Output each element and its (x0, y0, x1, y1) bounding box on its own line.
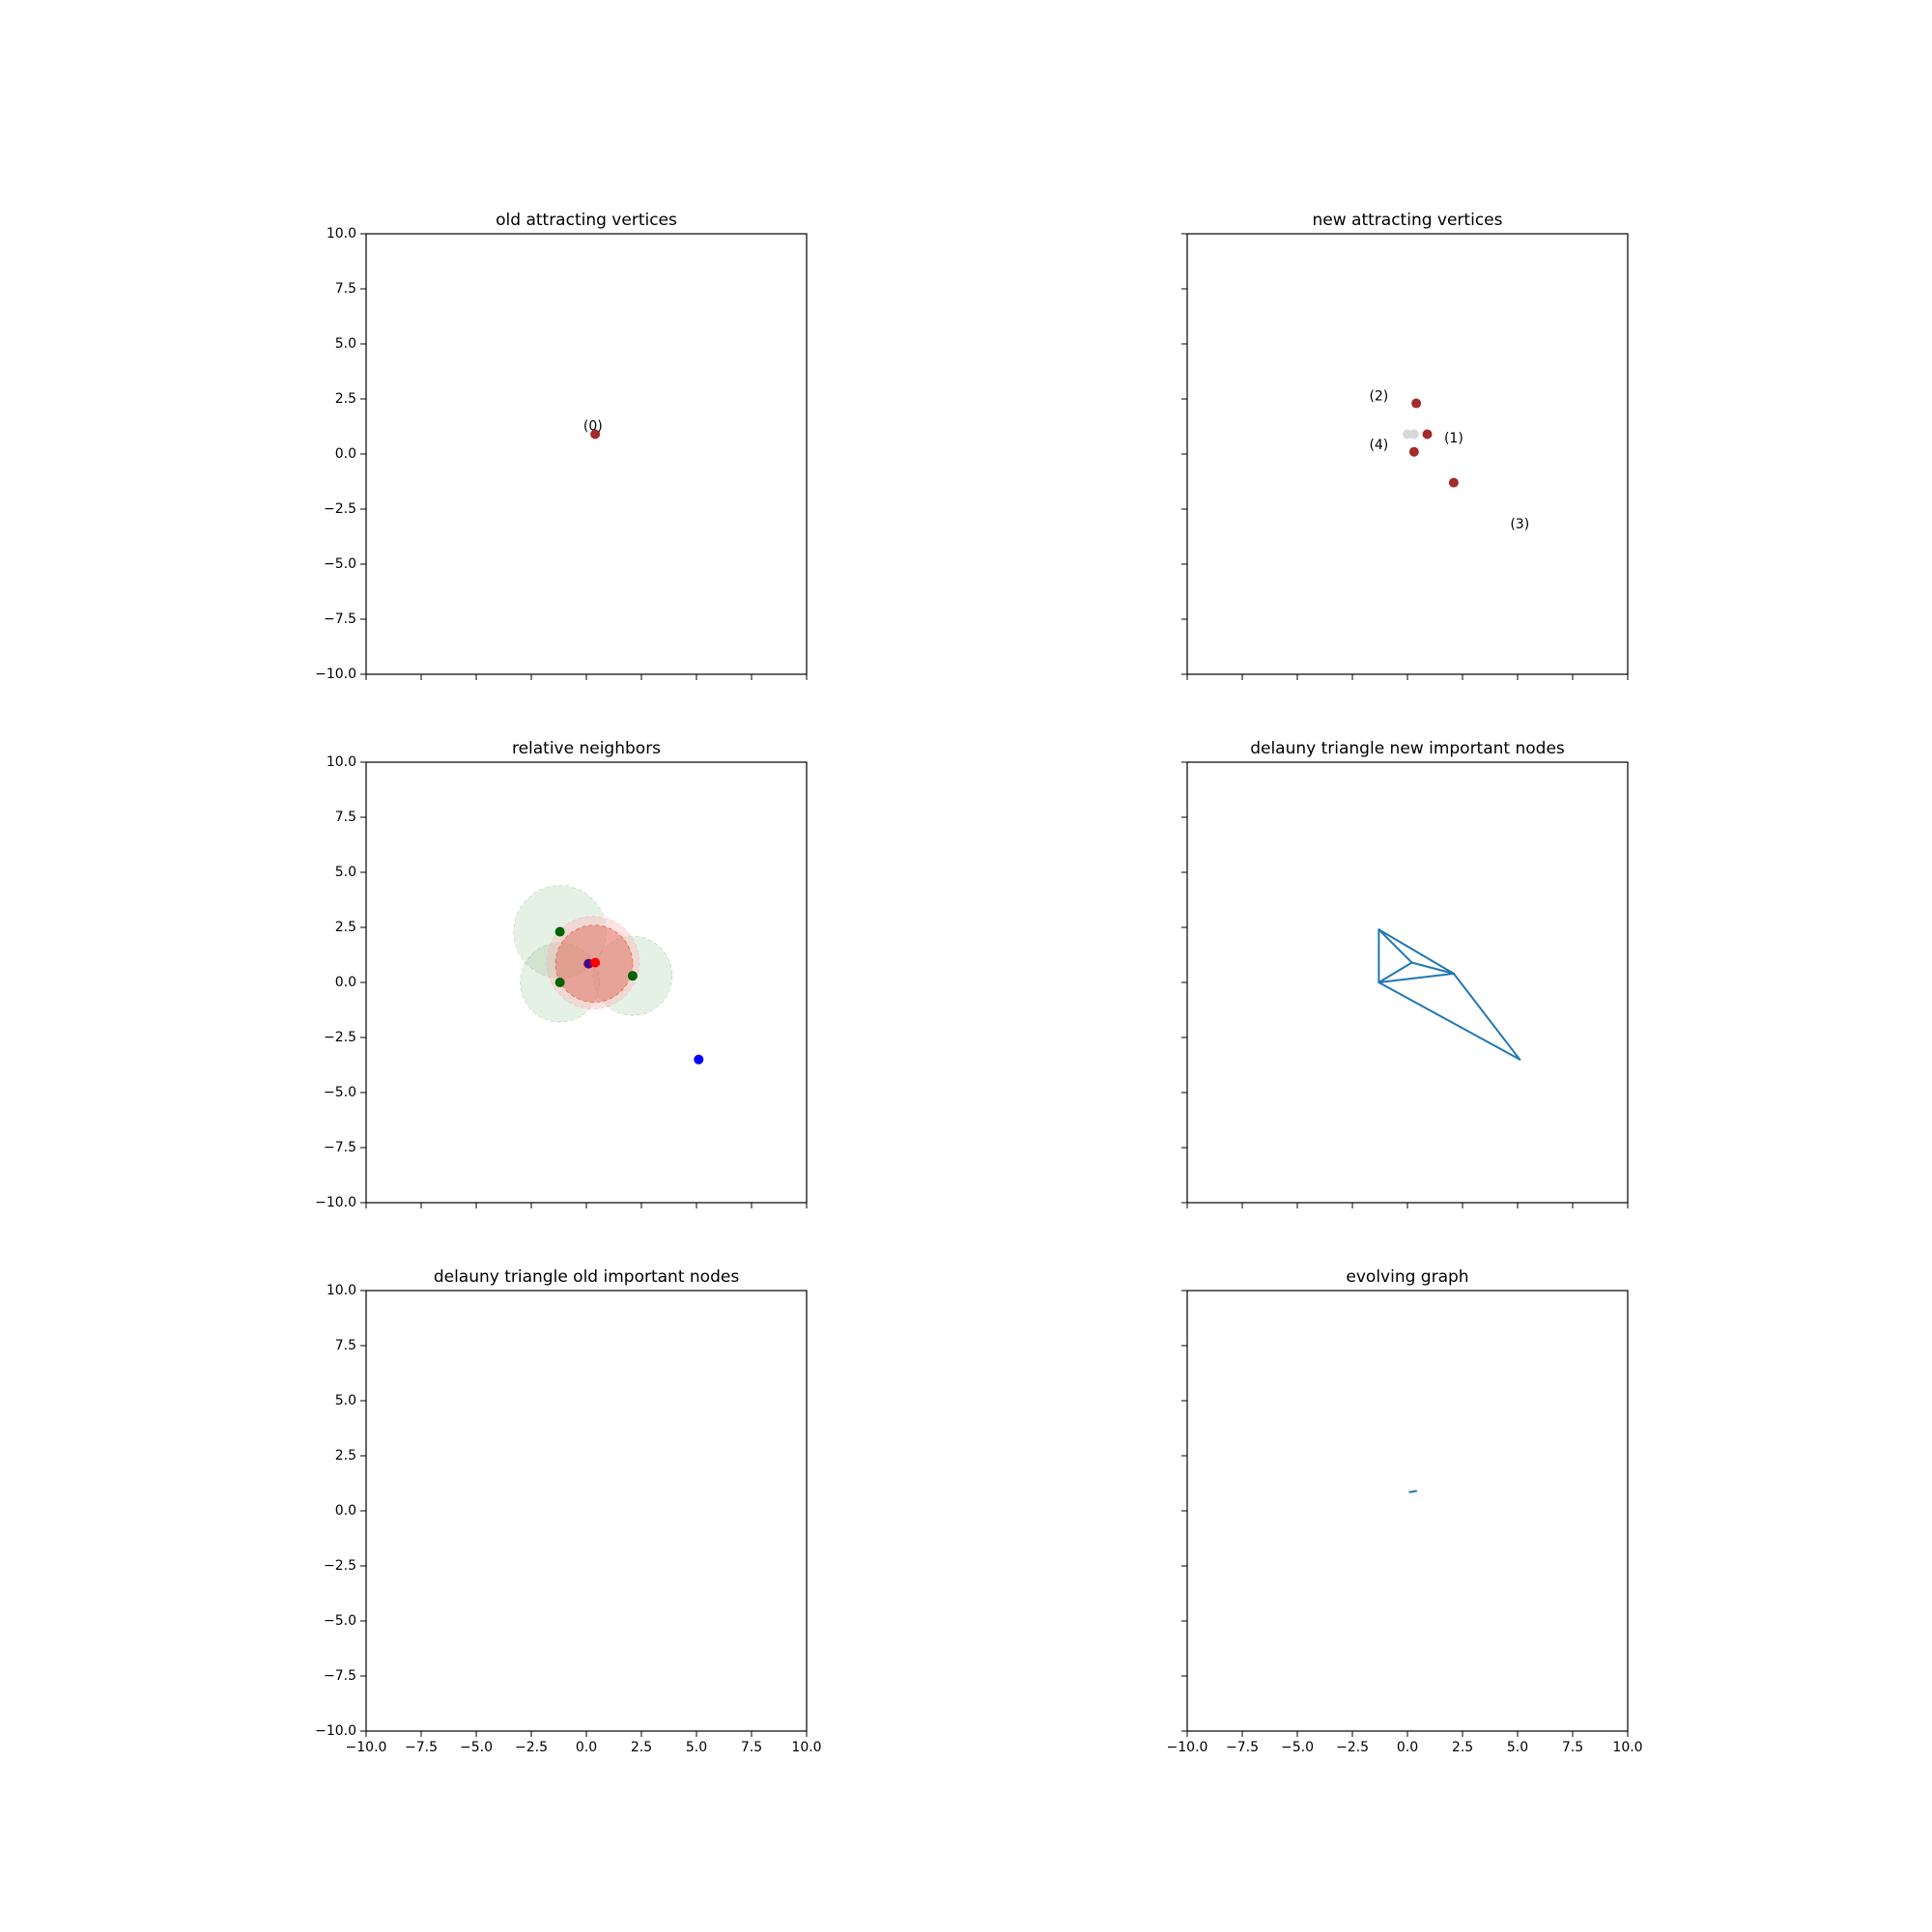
y-tick-label: −7.5 (324, 611, 356, 627)
x-tick-label: −7.5 (405, 1740, 438, 1755)
data-point (590, 429, 601, 440)
x-tick-label: 0.0 (576, 1740, 597, 1755)
panel-2: (1) (2) (3) (4) new attracting vertices (1181, 211, 1629, 680)
graph-edge (1378, 961, 1413, 983)
y-tick-label: 10.0 (327, 754, 356, 770)
y-tick-label: −10.0 (315, 1195, 356, 1210)
y-tick-label: 0.0 (335, 975, 356, 990)
data-point (1403, 429, 1412, 440)
panel-3: relative neighbors −10.0 −7.5 −5.0 −2.5 0.0 2.… (315, 739, 808, 1210)
y-tick-label: −5.0 (324, 1085, 356, 1100)
y-tick-label: −7.5 (324, 1140, 356, 1155)
x-tick-label: −5.0 (460, 1740, 493, 1755)
y-tick-label: −5.0 (324, 556, 356, 572)
y-tick-label: −2.5 (324, 501, 356, 517)
plot-area (513, 885, 704, 1065)
x-tick-label: −7.5 (1226, 1740, 1259, 1755)
data-point (694, 1054, 704, 1065)
y-tick-label: −10.0 (315, 667, 356, 682)
y-tick-label: 7.5 (335, 810, 356, 825)
y-tick-label: 0.0 (335, 1503, 356, 1519)
graph-edge (1378, 928, 1455, 975)
x-tick-label: −2.5 (515, 1740, 548, 1755)
y-tick-label: 10.0 (327, 1283, 356, 1298)
y-tick-label: −2.5 (324, 1030, 356, 1045)
x-tick-label: −5.0 (1281, 1740, 1314, 1755)
chart-title: new attracting vertices (1313, 211, 1503, 230)
graph-edge (1378, 972, 1455, 983)
x-tick-label: −2.5 (1336, 1740, 1369, 1755)
x-tick-label: 5.0 (686, 1740, 707, 1755)
y-tick-label: 5.0 (335, 1393, 356, 1408)
x-tick-label: 2.5 (1452, 1740, 1473, 1755)
graph-edge (1378, 928, 1413, 964)
x-tick-label: 7.5 (1562, 1740, 1583, 1755)
y-tick-label: 5.0 (335, 336, 356, 352)
point-label: (1) (1444, 431, 1463, 446)
plot-area (1378, 928, 1521, 1061)
axes-frame (1186, 233, 1629, 675)
y-tick-label: −10.0 (315, 1723, 356, 1739)
graph-edge (1408, 1490, 1418, 1493)
chart-title: relative neighbors (512, 739, 661, 758)
data-point (1422, 429, 1433, 440)
plot-area (1403, 398, 1459, 488)
chart-title: old attracting vertices (496, 211, 677, 230)
y-tick-label: −2.5 (324, 1558, 356, 1574)
chart-title: delauny triangle new important nodes (1250, 739, 1565, 758)
data-point (1411, 398, 1422, 409)
axes-frame (1186, 761, 1629, 1204)
x-tick-label: 0.0 (1397, 1740, 1418, 1755)
x-tick-label: 7.5 (741, 1740, 762, 1755)
panel-6: evolving graph −10.0 −7.5 −5.0 −2.5 0.0 2.5 5.0… (1167, 1267, 1643, 1755)
x-tick-label: −10.0 (346, 1740, 387, 1755)
data-point (554, 978, 565, 987)
y-tick-label: 0.0 (335, 446, 356, 462)
point-label: (4) (1369, 438, 1388, 453)
chart-title: delauny triangle old important nodes (434, 1267, 739, 1287)
y-tick-label: 5.0 (335, 865, 356, 880)
data-point (627, 971, 638, 981)
data-point (1408, 429, 1419, 440)
graph-edge (1410, 961, 1455, 975)
y-tick-label: 7.5 (335, 281, 356, 297)
y-tick-label: 2.5 (335, 1448, 356, 1463)
data-point (554, 926, 565, 937)
y-tick-label: 2.5 (335, 391, 356, 407)
x-tick-label: 5.0 (1507, 1740, 1528, 1755)
data-point (590, 957, 601, 968)
panel-5: delauny triangle old important nodes −10.… (315, 1267, 821, 1755)
axes-frame (365, 1290, 808, 1732)
y-tick-label: −7.5 (324, 1668, 356, 1684)
point-label: (3) (1510, 517, 1529, 532)
plot-area (590, 429, 601, 440)
panel-1: (0) old attracting vertices −10.0 −7.5 −5.0 −… (315, 211, 808, 682)
y-tick-label: 2.5 (335, 920, 356, 935)
graph-edge (1378, 981, 1521, 1061)
data-point (1408, 446, 1419, 457)
chart-title: evolving graph (1346, 1267, 1468, 1287)
axes-frame (1186, 1290, 1629, 1732)
data-point (1448, 477, 1459, 488)
y-tick-label: −5.0 (324, 1613, 356, 1629)
x-tick-label: 2.5 (631, 1740, 652, 1755)
y-tick-label: 10.0 (327, 226, 356, 242)
axes-frame (365, 233, 808, 675)
panel-4: delauny triangle new important nodes (1181, 739, 1629, 1208)
x-tick-label: 10.0 (791, 1740, 821, 1755)
point-label: (0) (583, 419, 603, 435)
graph-edge (1452, 972, 1521, 1061)
plot-area (1408, 1490, 1418, 1493)
x-tick-label: −10.0 (1167, 1740, 1208, 1755)
y-tick-label: 7.5 (335, 1338, 356, 1353)
x-tick-label: 10.0 (1612, 1740, 1642, 1755)
point-label: (2) (1369, 389, 1388, 405)
